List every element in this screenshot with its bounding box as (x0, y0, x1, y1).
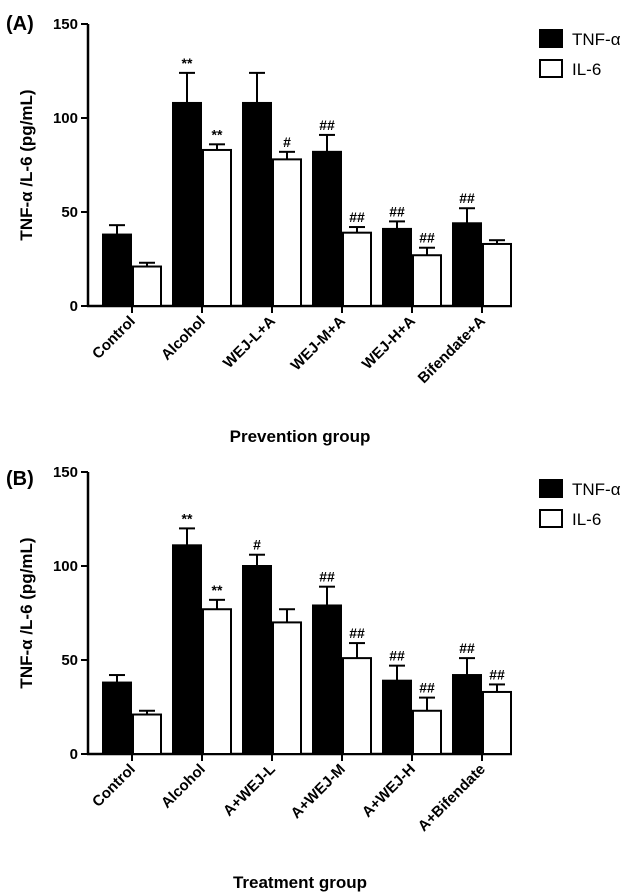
legend-label: TNF-α (572, 30, 621, 49)
bar (482, 242, 512, 308)
bar (102, 681, 132, 755)
panel-a: (A) 0 50 100 150 TNF-α /L-6 (pg/mL) Control ** *… (6, 13, 621, 446)
bar (242, 101, 272, 307)
y-tick-label: 100 (53, 558, 78, 575)
x-tick-label: A+WEJ-M (288, 761, 349, 822)
y-axis-label: TNF-α /L-6 (pg/mL) (17, 537, 36, 688)
bar (382, 227, 412, 307)
significance-label: ** (212, 582, 223, 598)
legend-swatch (539, 29, 563, 48)
significance-label: ## (489, 666, 505, 682)
bar (202, 608, 232, 755)
significance-label: ## (389, 203, 405, 219)
legend-swatch (539, 59, 563, 78)
bar (172, 101, 202, 307)
y-tick-label: 150 (53, 464, 78, 481)
x-axis-title: Treatment group (233, 873, 367, 892)
x-tick-label: Alcohol (158, 761, 209, 812)
bar (412, 709, 442, 756)
x-tick-label: Control (89, 313, 139, 363)
bar (342, 657, 372, 755)
x-tick-label: Bifendate+A (415, 313, 489, 387)
bar (312, 604, 342, 755)
bar (452, 222, 482, 307)
significance-label: ## (319, 117, 335, 133)
x-tick-label: WEJ-M+A (288, 313, 349, 374)
legend-swatch (539, 509, 563, 528)
significance-label: ** (212, 126, 223, 142)
y-tick-label: 50 (61, 652, 78, 669)
significance-label: ## (419, 680, 435, 696)
x-tick-label: WEJ-L+A (220, 313, 279, 372)
legend-label: IL-6 (572, 60, 601, 79)
significance-label: ** (182, 55, 193, 71)
bar (482, 690, 512, 756)
significance-label: ## (459, 640, 475, 656)
bar (272, 158, 302, 307)
legend-label: IL-6 (572, 510, 601, 529)
significance-label: # (283, 134, 291, 150)
y-tick-label: 150 (53, 16, 78, 33)
x-axis-title: Prevention group (230, 427, 371, 446)
bar (342, 231, 372, 307)
significance-label: ## (389, 648, 405, 664)
significance-label: ## (349, 625, 365, 641)
y-tick-label: 100 (53, 110, 78, 127)
bar (102, 233, 132, 307)
bar (132, 265, 162, 307)
bar (312, 150, 342, 307)
bar (242, 565, 272, 755)
bar (272, 621, 302, 756)
panel-b: (B) 0 50 100 150 TNF-α /L-6 (pg/mL) Control ** *… (6, 464, 621, 892)
significance-label: ** (182, 510, 193, 526)
x-tick-label: A+WEJ-L (220, 761, 279, 820)
significance-label: ## (459, 190, 475, 206)
y-tick-label: 50 (61, 204, 78, 221)
significance-label: ## (349, 209, 365, 225)
y-tick-label: 0 (70, 746, 78, 763)
x-tick-label: Control (89, 761, 139, 811)
bar (132, 713, 162, 756)
bar (172, 544, 202, 755)
bar (202, 148, 232, 307)
significance-label: # (253, 537, 261, 553)
y-axis-label: TNF-α /L-6 (pg/mL) (17, 89, 36, 240)
bar (452, 674, 482, 755)
panel-label: (B) (6, 468, 34, 490)
bar (412, 254, 442, 308)
legend-label: TNF-α (572, 480, 621, 499)
x-tick-label: A+Bifendate (415, 761, 489, 835)
x-tick-label: Alcohol (158, 313, 209, 364)
significance-label: ## (419, 230, 435, 246)
bar (382, 679, 412, 755)
x-tick-label: WEJ-H+A (359, 313, 419, 373)
legend-swatch (539, 479, 563, 498)
panel-label: (A) (6, 13, 34, 35)
y-tick-label: 0 (70, 298, 78, 315)
x-tick-label: A+WEJ-H (359, 761, 419, 821)
significance-label: ## (319, 569, 335, 585)
